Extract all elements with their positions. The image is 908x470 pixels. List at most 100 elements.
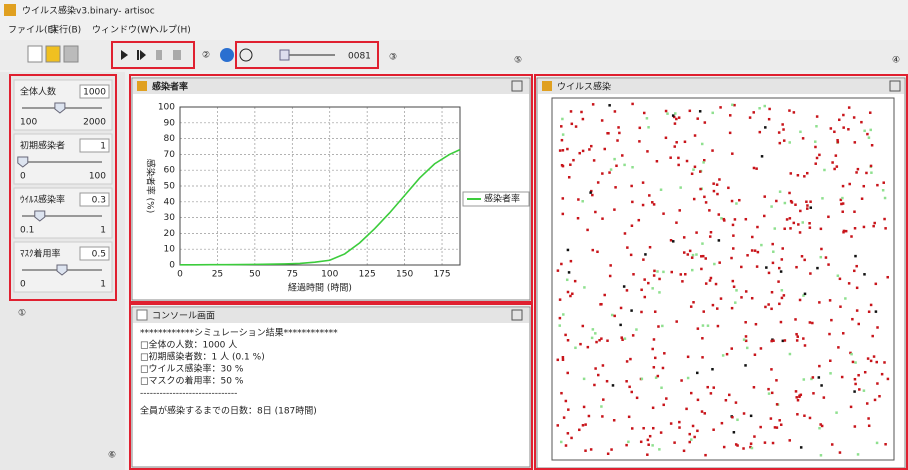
agent (704, 453, 707, 457)
agent (564, 333, 567, 337)
agent (696, 327, 700, 330)
agent (860, 197, 864, 200)
menu-item[interactable]: ウィンドウ(W) (92, 25, 153, 36)
window-icon (136, 309, 148, 321)
value-field[interactable] (79, 246, 110, 261)
info-button[interactable] (220, 48, 234, 62)
agent (803, 258, 806, 262)
step-button[interactable] (137, 50, 146, 60)
agent (561, 197, 565, 200)
menu-item[interactable]: ファイル(E) (8, 26, 57, 36)
agent (671, 114, 675, 117)
agent (723, 219, 726, 222)
agent (712, 428, 715, 431)
stop-button[interactable] (173, 50, 181, 60)
agent (867, 417, 870, 420)
agent (686, 253, 690, 256)
agent (691, 424, 695, 428)
agent (570, 436, 573, 440)
agent (750, 249, 754, 252)
step-counter: 0081 (348, 52, 371, 62)
agent (606, 132, 609, 135)
annotation: ③ (389, 53, 397, 63)
close-button[interactable] (889, 80, 901, 92)
agent (709, 392, 713, 395)
agent (792, 221, 796, 225)
agent (700, 267, 703, 271)
agent (637, 218, 641, 222)
agent (810, 377, 813, 381)
new-button[interactable] (27, 45, 43, 63)
pause-button[interactable] (156, 50, 162, 60)
agent (642, 111, 646, 115)
open-button[interactable] (45, 45, 61, 63)
close-button[interactable] (511, 80, 523, 92)
agent (728, 393, 731, 397)
agent (835, 165, 839, 168)
value-field[interactable] (79, 84, 110, 99)
play-button[interactable] (121, 50, 128, 60)
slider-thumb[interactable] (17, 156, 29, 168)
y-tick-label: 90 (164, 118, 176, 128)
agent (733, 103, 736, 107)
agent (564, 444, 568, 447)
agent (752, 386, 756, 389)
agent (857, 373, 860, 377)
agent (751, 235, 754, 239)
agent (802, 378, 806, 381)
agent (631, 200, 634, 204)
agent (656, 270, 659, 273)
agent (795, 265, 798, 269)
agent (781, 123, 784, 126)
agent (690, 438, 693, 441)
save-button[interactable] (63, 45, 79, 63)
agent (783, 201, 787, 205)
agent (689, 391, 693, 395)
agent (873, 221, 876, 225)
agent (767, 387, 770, 391)
agent (836, 138, 839, 142)
close-button[interactable] (511, 309, 523, 321)
value-field[interactable] (79, 138, 110, 153)
agent (591, 193, 594, 197)
agent (609, 264, 612, 267)
y-tick-label: 80 (164, 134, 176, 144)
menu-item[interactable]: ヘルプ(H) (150, 25, 191, 36)
menu-item[interactable]: 実行(B) (50, 24, 81, 36)
agent (869, 303, 873, 307)
agent (589, 191, 592, 194)
agent (732, 247, 735, 250)
agent (701, 242, 704, 245)
agent (709, 276, 713, 280)
agent (763, 195, 766, 198)
agent (736, 444, 739, 447)
value-field[interactable] (79, 192, 110, 207)
agent (574, 346, 577, 350)
slider-thumb[interactable] (56, 264, 68, 276)
agent (862, 389, 866, 392)
map-area (551, 97, 895, 461)
agent (809, 206, 813, 209)
agent (750, 296, 754, 300)
agent (613, 208, 616, 211)
agent (788, 141, 791, 144)
agent (652, 366, 656, 369)
slider-thumb[interactable] (34, 210, 46, 222)
agent (778, 190, 782, 193)
agent (840, 202, 843, 206)
agent (594, 367, 597, 370)
speed-thumb[interactable] (279, 49, 290, 61)
agent (730, 199, 734, 203)
annotation-box (235, 41, 379, 69)
agent (711, 111, 714, 115)
window-icon (542, 81, 552, 91)
agent (803, 414, 806, 417)
agent (600, 405, 603, 408)
agent (728, 114, 732, 117)
slider-thumb[interactable] (54, 102, 66, 114)
agent (591, 103, 595, 106)
agent (603, 293, 606, 297)
agent (613, 314, 616, 318)
agent (717, 239, 721, 242)
agent (830, 443, 834, 446)
